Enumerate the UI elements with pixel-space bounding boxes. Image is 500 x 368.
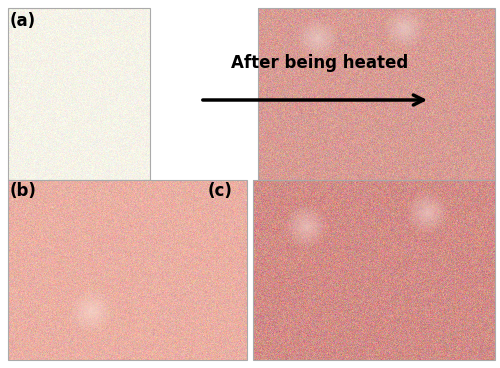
Bar [150, 8, 258, 180]
Text: (c): (c) [208, 182, 233, 200]
Bar [253, 180, 495, 360]
Bar [8, 180, 247, 360]
Text: After being heated: After being heated [232, 54, 408, 72]
Bar [258, 8, 495, 180]
Text: (a): (a) [10, 12, 36, 30]
Bar [8, 8, 150, 180]
Text: (b): (b) [10, 182, 37, 200]
